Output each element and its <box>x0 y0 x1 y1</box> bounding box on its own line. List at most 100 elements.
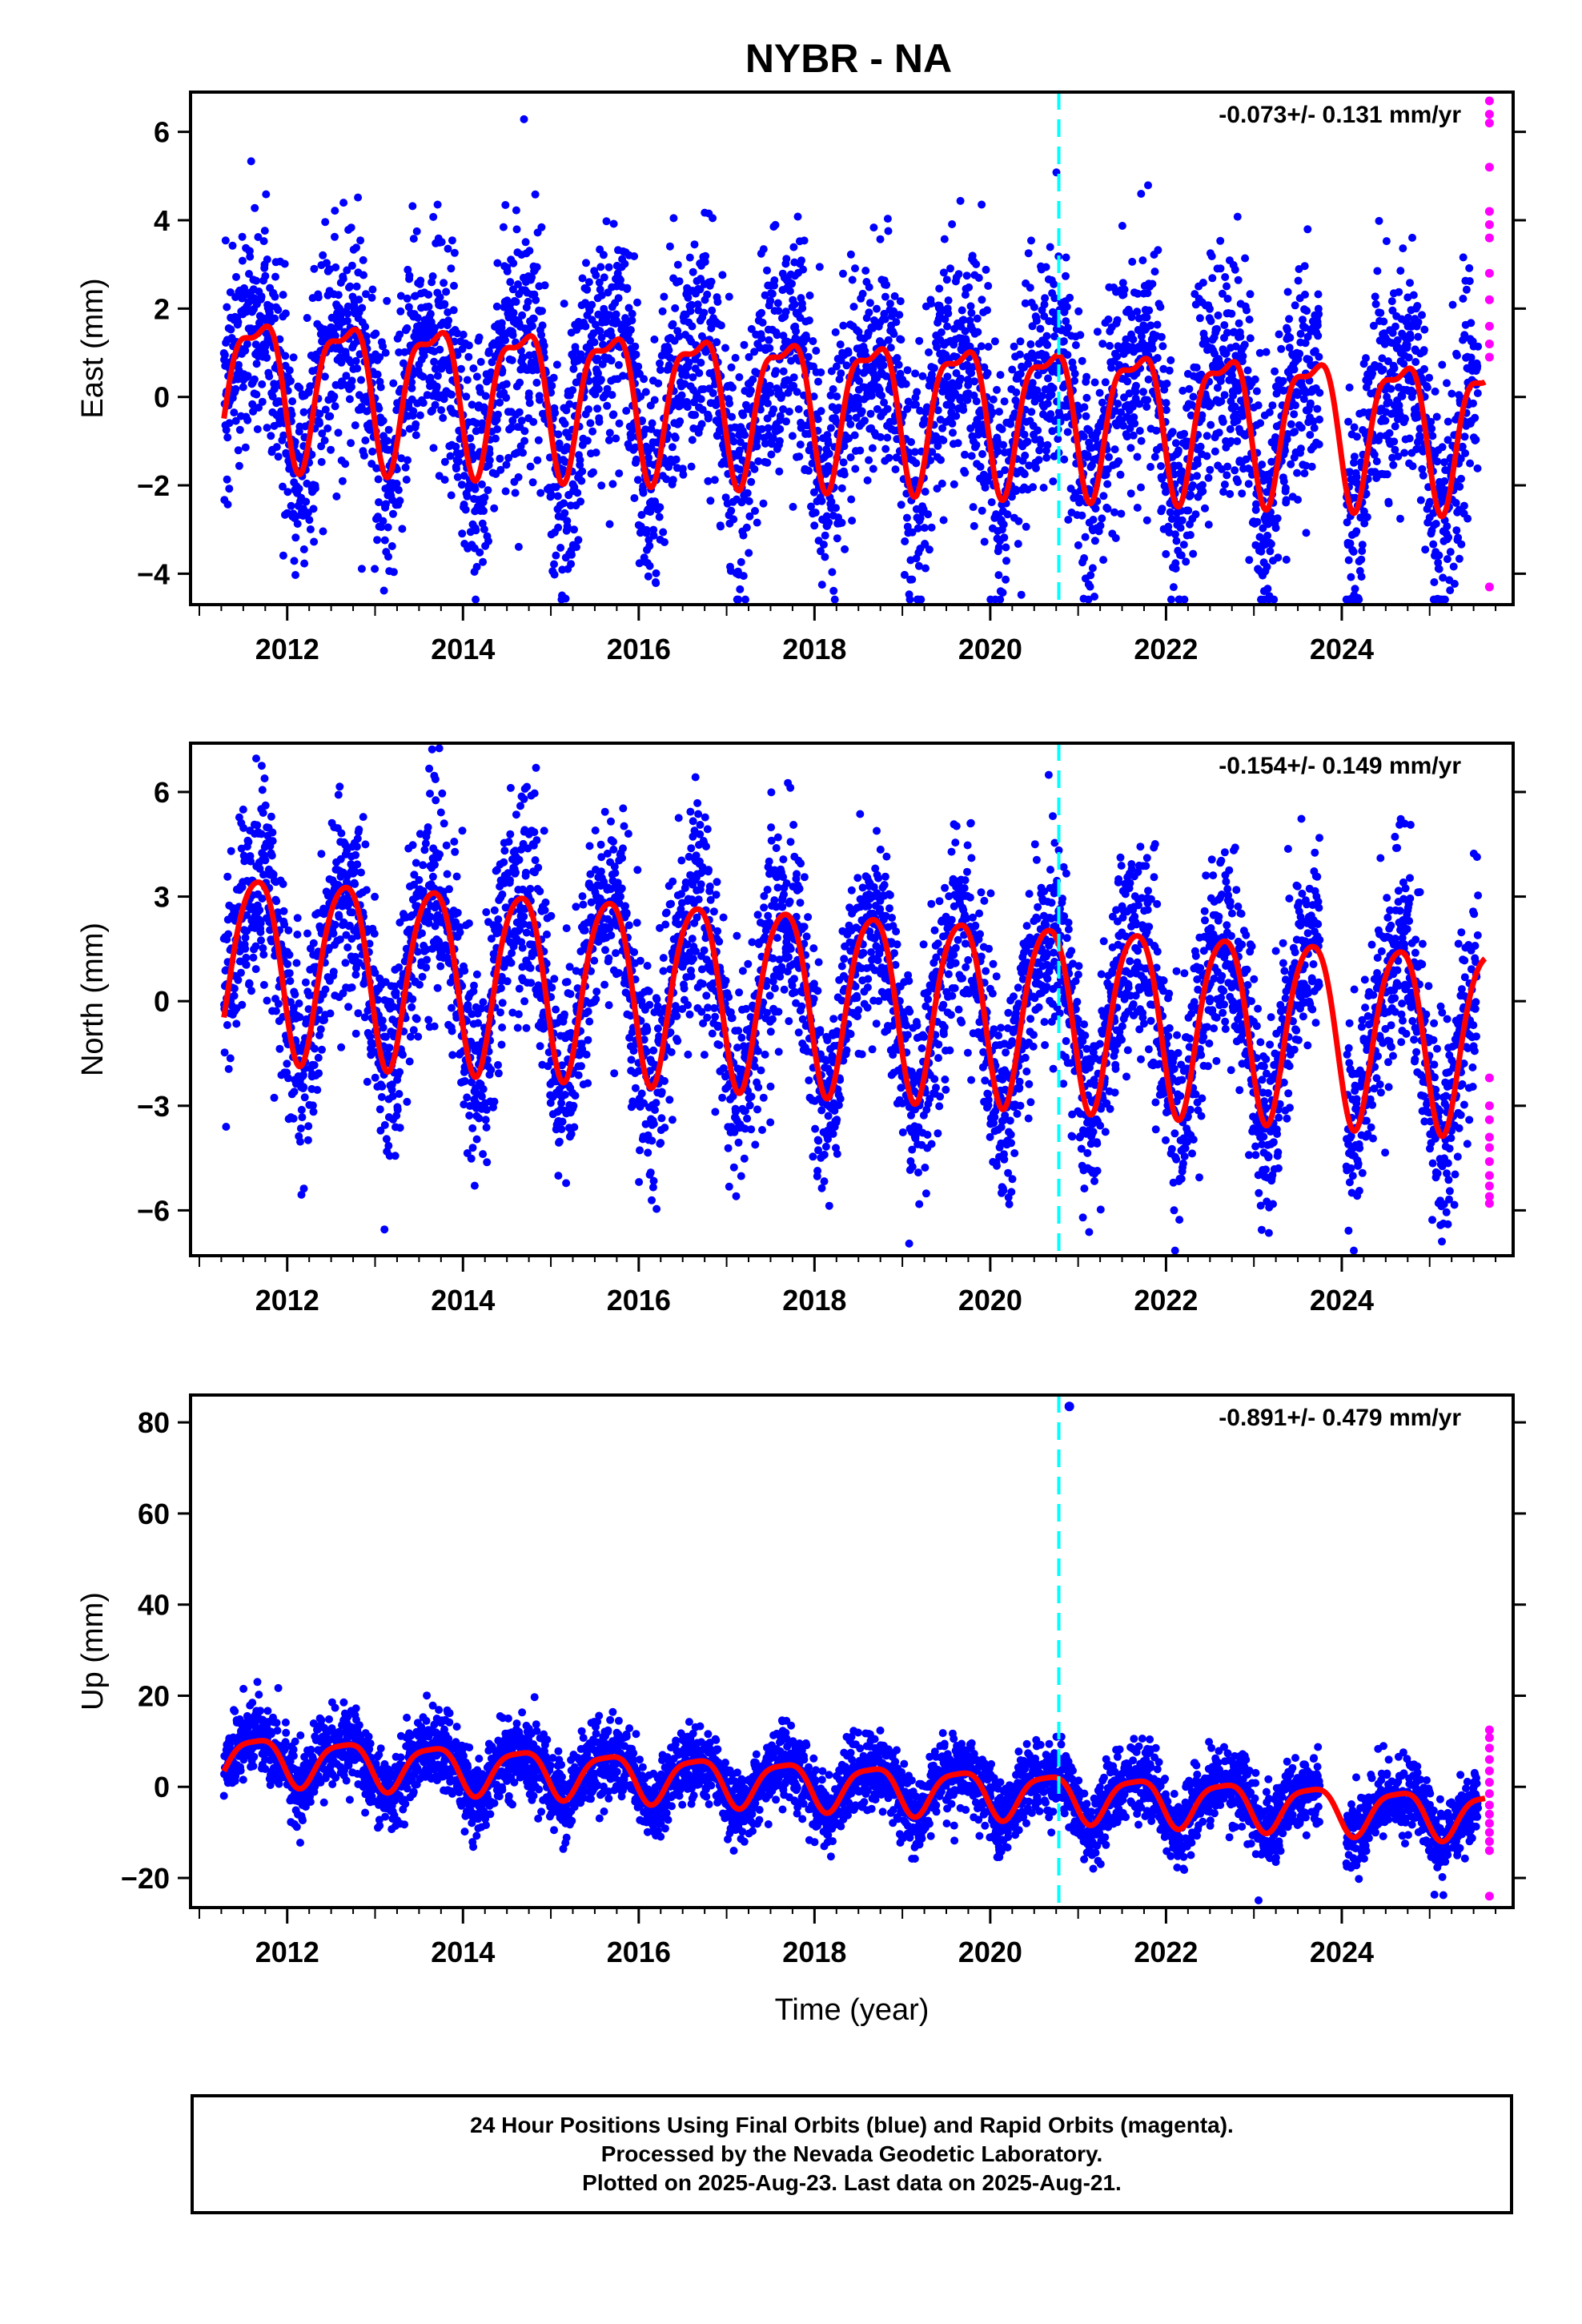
east-point <box>1291 301 1299 310</box>
east-point <box>704 476 713 485</box>
north-point <box>303 1136 312 1144</box>
east-point <box>302 497 311 506</box>
east-point <box>1281 484 1290 493</box>
east-point <box>1301 290 1309 299</box>
east-point <box>1314 332 1323 340</box>
east-point <box>928 448 937 456</box>
east-point <box>822 512 831 521</box>
east-point <box>299 545 308 553</box>
east-point <box>1241 254 1250 263</box>
east-point <box>480 493 489 502</box>
east-point <box>331 332 339 340</box>
east-point <box>1435 565 1443 573</box>
north-point <box>270 1093 279 1102</box>
east-point <box>819 541 828 549</box>
east-point <box>650 335 659 344</box>
north-point <box>301 978 310 987</box>
east-point <box>753 518 761 527</box>
y-tick-label: 0 <box>154 381 170 414</box>
east-point <box>1171 565 1180 573</box>
east-point <box>1171 439 1180 448</box>
east-point <box>361 323 370 331</box>
east-point <box>1162 380 1171 388</box>
east-point <box>252 360 261 368</box>
east-point <box>241 346 250 355</box>
east-point <box>235 461 243 470</box>
east-point <box>493 259 502 267</box>
north-point <box>314 1053 323 1062</box>
east-point <box>881 444 890 453</box>
east-point <box>347 376 356 385</box>
east-point <box>466 434 475 443</box>
east-point <box>1070 376 1079 385</box>
north-point <box>230 991 239 1000</box>
east-point <box>234 446 243 455</box>
east-point <box>1034 456 1043 464</box>
east-point <box>356 236 365 245</box>
east-point <box>568 550 576 559</box>
east-point <box>538 321 547 330</box>
east-point <box>836 340 845 349</box>
east-point <box>873 304 881 313</box>
east-point <box>1062 271 1070 280</box>
east-point <box>1145 306 1154 315</box>
east-point <box>827 497 836 506</box>
east-point <box>600 273 608 282</box>
east-point <box>442 287 451 296</box>
east-point <box>1208 274 1217 283</box>
east-point <box>939 516 948 525</box>
east-point <box>779 405 788 413</box>
east-point <box>220 351 229 360</box>
east-point <box>303 479 311 488</box>
east-point <box>447 491 456 500</box>
east-point <box>903 404 912 413</box>
east-point <box>943 322 952 331</box>
east-point <box>745 512 754 521</box>
east-point <box>741 595 749 604</box>
east-point <box>970 377 979 386</box>
east-point <box>252 276 260 285</box>
east-rapid-point <box>1484 321 1494 331</box>
east-point <box>351 421 359 430</box>
east-point <box>496 454 504 463</box>
east-point <box>1223 282 1231 291</box>
east-point <box>409 407 418 416</box>
east-point <box>459 330 468 339</box>
east-point <box>556 544 565 552</box>
east-point <box>525 247 534 255</box>
east-point <box>913 524 922 533</box>
east-rapid-point <box>1484 339 1494 348</box>
east-point <box>1251 375 1259 384</box>
east-point <box>1204 521 1213 529</box>
east-point <box>367 293 376 302</box>
east-point <box>528 322 536 331</box>
east-point <box>343 309 352 318</box>
east-point <box>839 321 848 330</box>
east-point <box>840 470 849 479</box>
east-point <box>444 244 452 253</box>
east-point <box>845 434 853 443</box>
east-point <box>1376 308 1385 317</box>
east-point <box>347 261 356 270</box>
east-point <box>315 409 324 418</box>
east-point <box>1195 314 1204 323</box>
east-point <box>1010 342 1018 351</box>
east-point <box>994 447 1002 456</box>
east-point <box>347 383 355 392</box>
east-point <box>331 232 339 241</box>
east-point <box>1238 489 1247 498</box>
east-point <box>800 236 809 245</box>
east-point <box>281 352 290 360</box>
east-point <box>532 296 540 304</box>
east-point <box>240 283 248 292</box>
east-point <box>440 457 449 466</box>
east-point <box>1050 279 1058 288</box>
east-point <box>1098 514 1106 523</box>
east-point <box>516 378 524 387</box>
east-point <box>1027 236 1035 245</box>
east-point <box>948 419 957 428</box>
east-point <box>439 413 448 422</box>
east-point <box>416 411 424 420</box>
east-point <box>1216 236 1225 245</box>
east-point <box>1078 356 1086 365</box>
